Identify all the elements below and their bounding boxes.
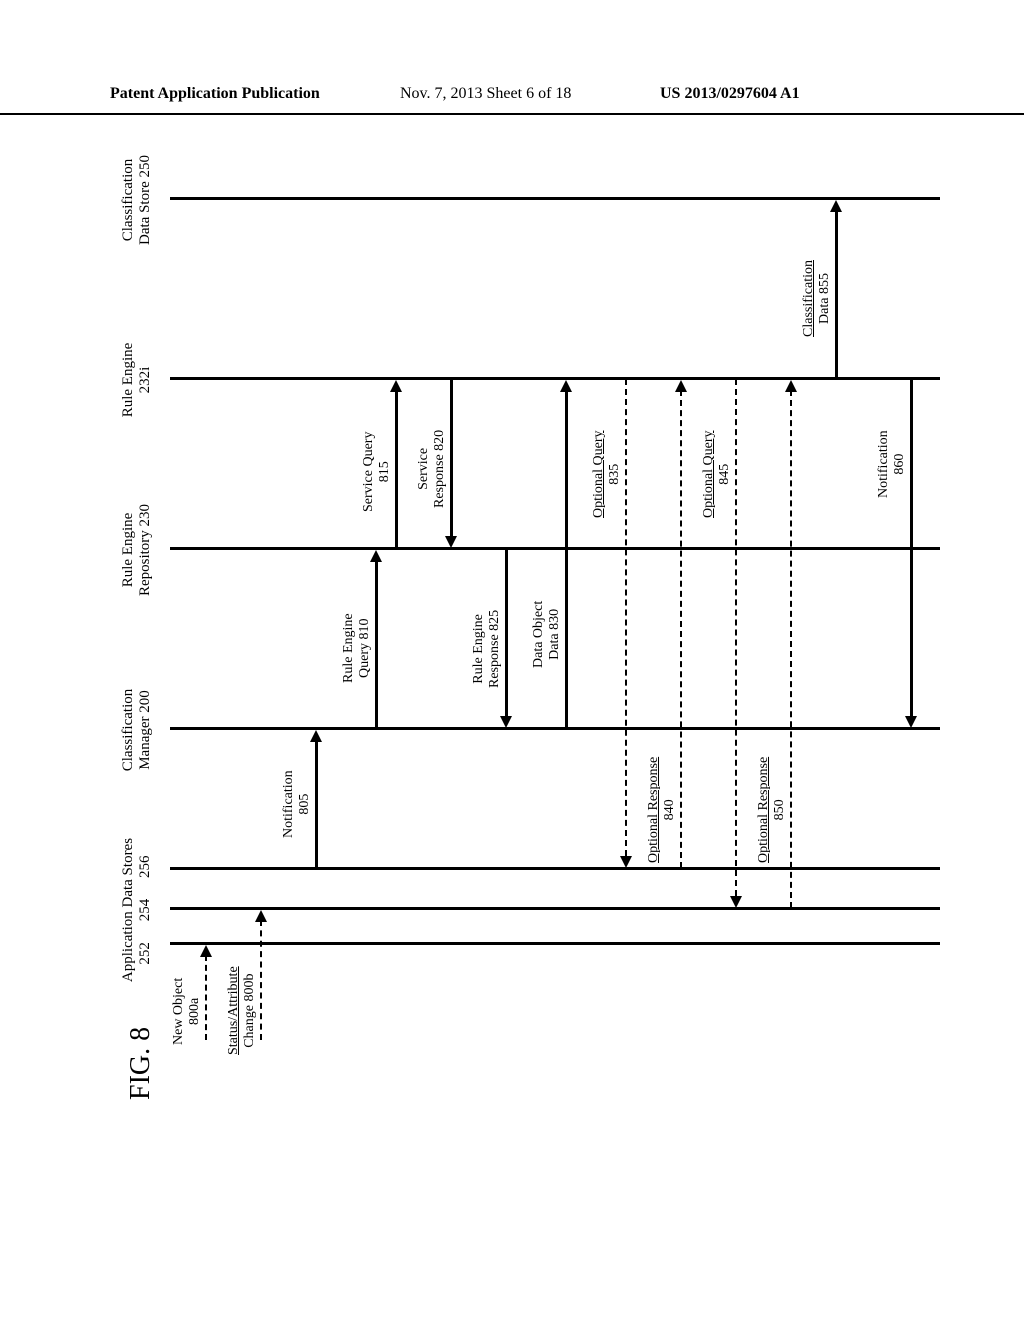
ref-800b: Change 800b [242,974,257,1048]
lbl-805: Notification [281,770,296,838]
ads-254: 254 [137,899,154,922]
lbl-855: Classification [801,260,816,337]
lbl-860: Notification [876,430,891,498]
ref-810: Query 810 [357,618,372,678]
lifeline-cm [170,727,940,730]
lbl-850: Optional Response [756,757,771,863]
ads-252: 252 [137,942,154,965]
lbl-800a: New Object [171,978,186,1045]
header-date-sheet: Nov. 7, 2013 Sheet 6 of 18 [400,85,571,103]
page-header: Patent Application Publication Nov. 7, 2… [0,85,1024,115]
ref-840: 840 [662,799,677,820]
ads-title: Application Data Stores [120,820,137,1000]
ref-820: Response 820 [432,430,447,508]
lbl-815: Service Query [361,432,376,512]
lifeline-ads-254 [170,907,940,910]
lifeline-re [170,377,940,380]
ref-855: Data 855 [817,273,832,324]
ref-860: 860 [892,454,907,475]
ref-825: Response 825 [487,610,502,688]
lifeline-ads-252 [170,942,940,945]
ref-835: 835 [607,464,622,485]
lbl-840: Optional Response [646,757,661,863]
ref-800a: 800a [187,998,202,1025]
ref-815: 815 [377,461,392,482]
header-classification-ds: Classification Data Store 250 [120,130,155,270]
lifeline-cds [170,197,940,200]
header-docnum: US 2013/0297604 A1 [660,85,800,103]
ads-256: 256 [137,855,154,878]
lbl-800b: Status/Attribute [226,966,241,1055]
lbl-830: Data Object [531,601,546,668]
ref-805: 805 [297,794,312,815]
sequence-diagram: Application Data Stores 252 254 256 Clas… [120,170,1024,1000]
lbl-825: Rule Engine [471,614,486,684]
lbl-820: Service [416,448,431,490]
ref-830: Data 830 [547,609,562,660]
lbl-810: Rule Engine [341,613,356,683]
header-rule-engine: Rule Engine 232i [120,320,155,440]
header-app-data-stores: Application Data Stores 252 254 256 [120,820,155,1000]
lbl-845: Optional Query [701,431,716,518]
header-classification-manager: Classification Manager 200 [120,660,155,800]
header-rule-engine-repo: Rule Engine Repository 230 [120,485,155,615]
lifeline-ads-256 [170,867,940,870]
ref-845: 845 [717,464,732,485]
ref-850: 850 [772,799,787,820]
lifeline-rer [170,547,940,550]
figure-label: FIG. 8 [125,1027,157,1100]
lbl-835: Optional Query [591,431,606,518]
header-publication: Patent Application Publication [110,85,320,103]
